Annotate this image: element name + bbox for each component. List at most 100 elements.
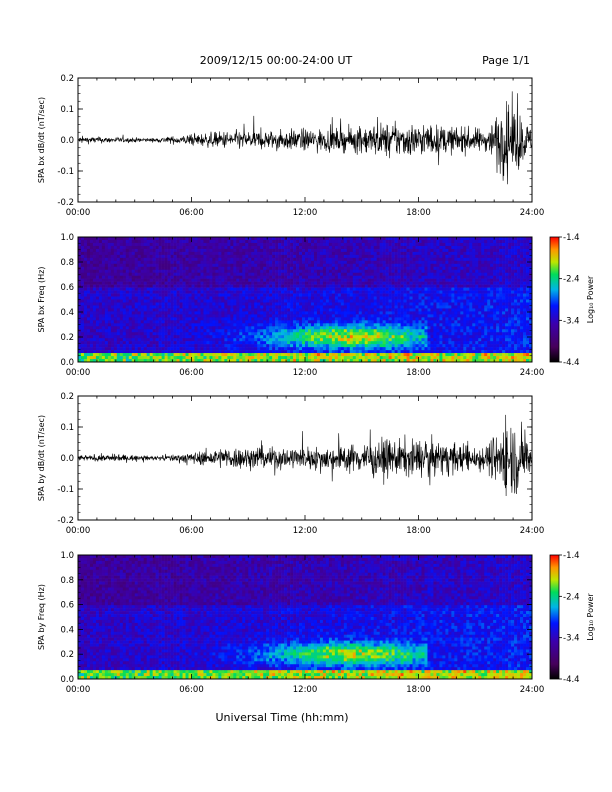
heatmap-cell	[403, 320, 407, 324]
heatmap-cell	[191, 245, 195, 250]
heatmap-cell	[397, 257, 401, 262]
heatmap-cell	[296, 326, 300, 330]
heatmap-cell	[281, 293, 285, 297]
heatmap-cell	[421, 272, 425, 276]
heatmap-cell	[391, 278, 395, 282]
heatmap-cell	[122, 260, 127, 265]
heatmap-cell	[89, 278, 94, 282]
heatmap-cell	[331, 237, 336, 241]
heatmap-cell	[107, 350, 112, 354]
heatmap-cell	[415, 323, 419, 327]
heatmap-cell	[364, 251, 369, 256]
heatmap-cell	[134, 257, 139, 262]
heatmap-cell	[233, 251, 237, 256]
heatmap-cell	[281, 248, 285, 253]
heatmap-cell	[203, 248, 207, 253]
heatmap-cell	[230, 326, 234, 330]
heatmap-cell	[125, 323, 130, 327]
heatmap-cell	[254, 320, 258, 324]
heatmap-cell	[361, 254, 366, 259]
heatmap-cell	[385, 359, 389, 363]
heatmap-cell	[266, 323, 270, 327]
heatmap-cell	[349, 275, 354, 279]
heatmap-cell	[212, 257, 216, 262]
heatmap-cell	[272, 237, 276, 241]
heatmap-cell	[92, 296, 97, 300]
heatmap-cell	[299, 326, 303, 330]
heatmap-cell	[385, 344, 389, 348]
heatmap-cell	[242, 359, 246, 363]
heatmap-cell	[242, 308, 246, 312]
heatmap-cell	[254, 287, 258, 291]
heatmap-cell	[296, 260, 300, 265]
heatmap-cell	[206, 338, 210, 342]
heatmap-cell	[80, 344, 85, 348]
heatmap-cell	[373, 335, 377, 339]
heatmap-cell	[257, 237, 261, 241]
heatmap-cell	[299, 281, 303, 285]
heatmap-cell	[424, 257, 428, 262]
heatmap-cell	[212, 338, 216, 342]
heatmap-cell	[164, 326, 168, 330]
heatmap-cell	[131, 284, 136, 288]
heatmap-cell	[209, 254, 213, 259]
heatmap-cell	[406, 290, 410, 294]
heatmap-cell	[322, 308, 327, 312]
heatmap-cell	[230, 260, 234, 265]
heatmap-cell	[78, 344, 82, 348]
heatmap-cell	[287, 269, 291, 274]
heatmap-cell	[125, 347, 130, 351]
heatmap-cell	[215, 320, 219, 324]
heatmap-cell	[167, 350, 171, 354]
heatmap-cell	[194, 237, 198, 241]
heatmap-cell	[239, 305, 243, 309]
heatmap-cell	[260, 290, 264, 294]
heatmap-cell	[409, 350, 413, 354]
heatmap-cell	[95, 335, 100, 339]
heatmap-cell	[95, 245, 100, 250]
heatmap-cell	[370, 257, 374, 262]
heatmap-cell	[221, 314, 225, 318]
heatmap-cell	[221, 237, 225, 241]
heatmap-cell	[379, 266, 383, 271]
heatmap-cell	[89, 356, 94, 360]
heatmap-cell	[116, 302, 121, 306]
heatmap-cell	[382, 350, 386, 354]
heatmap-cell	[260, 299, 264, 303]
heatmap-cell	[179, 275, 183, 279]
heatmap-cell	[352, 290, 357, 294]
heatmap-cell	[209, 302, 213, 306]
heatmap-cell	[149, 254, 153, 259]
heatmap-cell	[275, 245, 279, 250]
heatmap-cell	[367, 314, 372, 318]
heatmap-cell	[158, 272, 162, 276]
heatmap-cell	[194, 344, 198, 348]
heatmap-cell	[215, 308, 219, 312]
heatmap-cell	[403, 353, 407, 357]
heatmap-cell	[355, 275, 360, 279]
heatmap-cell	[218, 341, 222, 345]
heatmap-cell	[400, 287, 404, 291]
y-tick-label: 0.2	[60, 74, 74, 84]
heatmap-cell	[92, 356, 97, 360]
heatmap-cell	[379, 320, 383, 324]
heatmap-cell	[370, 296, 374, 300]
heatmap-cell	[134, 305, 139, 309]
heatmap-cell	[328, 248, 333, 253]
heatmap-cell	[146, 344, 150, 348]
heatmap-cell	[376, 263, 380, 268]
heatmap-cell	[415, 260, 419, 265]
heatmap-cell	[424, 272, 428, 276]
heatmap-cell	[242, 335, 246, 339]
heatmap-cell	[218, 269, 222, 274]
heatmap-cell	[158, 248, 162, 253]
heatmap-cell	[221, 260, 225, 265]
heatmap-cell	[275, 275, 279, 279]
heatmap-cell	[209, 260, 213, 265]
heatmap-cell	[125, 239, 130, 244]
heatmap-cell	[203, 284, 207, 288]
heatmap-cell	[185, 308, 189, 312]
heatmap-cell	[415, 284, 419, 288]
heatmap-cell	[287, 287, 291, 291]
heatmap-cell	[328, 311, 333, 315]
